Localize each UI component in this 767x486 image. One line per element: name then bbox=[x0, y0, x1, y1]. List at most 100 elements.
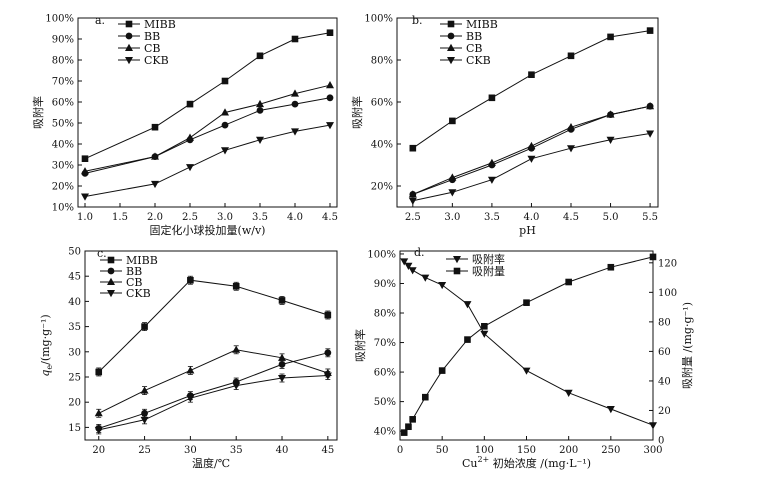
legend-label: MIBB bbox=[126, 254, 158, 267]
data-point bbox=[221, 108, 229, 116]
legend-label: BB bbox=[144, 30, 160, 43]
series-line bbox=[98, 279, 328, 373]
x-tick-label: 1.0 bbox=[77, 212, 93, 223]
series-MIBB bbox=[409, 27, 654, 152]
x-tick-label: 3.5 bbox=[252, 212, 268, 223]
panel-label: a. bbox=[95, 14, 105, 27]
x-tick-label: 200 bbox=[559, 445, 578, 456]
data-point bbox=[221, 147, 229, 155]
y-tick-label: 80% bbox=[371, 56, 393, 67]
data-point bbox=[256, 52, 264, 60]
data-point bbox=[326, 81, 334, 89]
data-point bbox=[481, 323, 488, 330]
x-tick-label: 4.0 bbox=[524, 212, 540, 223]
series-MIBB bbox=[95, 275, 332, 377]
y-tick-label: 60% bbox=[371, 98, 393, 109]
x-tick-label: 2.0 bbox=[147, 212, 163, 223]
data-point bbox=[186, 366, 195, 374]
x-tick-label: 45 bbox=[321, 445, 334, 456]
legend-label: BB bbox=[126, 265, 142, 278]
y-tick-label: 20 bbox=[68, 398, 81, 409]
x-tick-label: 300 bbox=[643, 445, 662, 456]
series-line bbox=[98, 349, 328, 414]
series-吸附量 bbox=[400, 253, 657, 436]
data-point bbox=[649, 253, 657, 261]
data-point bbox=[487, 176, 496, 184]
data-point bbox=[422, 393, 429, 401]
data-point bbox=[464, 336, 471, 343]
series-line bbox=[98, 352, 328, 429]
x-tick-label: 50 bbox=[436, 445, 449, 456]
data-point bbox=[278, 297, 286, 304]
x-tick-label: 150 bbox=[517, 445, 536, 456]
data-point bbox=[221, 121, 229, 129]
data-point bbox=[409, 144, 417, 152]
data-point bbox=[606, 110, 615, 118]
data-point bbox=[232, 345, 241, 353]
data-point bbox=[187, 276, 194, 284]
plot-frame bbox=[84, 250, 338, 441]
data-point bbox=[448, 189, 457, 197]
data-point bbox=[323, 372, 332, 380]
y-axis-label: 吸附率 bbox=[353, 329, 367, 362]
data-point bbox=[400, 258, 409, 266]
series-CB bbox=[81, 81, 334, 175]
data-point bbox=[151, 180, 159, 189]
y-tick-label: 70% bbox=[52, 77, 74, 88]
plot-frame bbox=[396, 17, 659, 208]
data-point bbox=[649, 422, 657, 430]
legend-label: 吸附率 bbox=[472, 252, 505, 266]
chart-panel-1: 2.5 3.0 3.5 4.0 4.5 5.0 5.5 20% 40% 60% 80% 100% b. p… bbox=[350, 14, 659, 237]
data-point bbox=[607, 263, 615, 271]
y-tick-label: 20% bbox=[52, 182, 74, 193]
y-tick-label: 80% bbox=[374, 309, 396, 320]
series-CKB bbox=[94, 371, 332, 435]
data-point bbox=[408, 267, 417, 275]
data-point bbox=[151, 152, 159, 160]
data-point bbox=[151, 123, 159, 131]
series-吸附率 bbox=[400, 258, 657, 430]
y2-tick-label: 20 bbox=[658, 406, 671, 417]
data-point bbox=[278, 375, 287, 383]
data-point bbox=[141, 409, 148, 417]
x-tick-label: 2.5 bbox=[405, 212, 421, 223]
y-tick-label: 10% bbox=[52, 203, 74, 214]
data-point bbox=[324, 349, 332, 357]
x-tick-label: 3.0 bbox=[444, 212, 460, 223]
x-axis-label-main: Cu bbox=[462, 457, 478, 470]
data-point bbox=[94, 409, 103, 417]
series-CKB bbox=[408, 130, 655, 205]
series-line bbox=[98, 375, 328, 431]
y-axis-label-sub: e bbox=[45, 365, 54, 370]
legend-marker bbox=[107, 290, 115, 298]
plot-frame bbox=[399, 250, 654, 441]
legend-label: MIBB bbox=[466, 18, 498, 31]
legend-marker bbox=[447, 43, 455, 51]
data-point bbox=[291, 100, 299, 108]
data-point bbox=[646, 27, 654, 34]
data-point bbox=[278, 353, 287, 361]
chart-panel-2: 20 25 30 35 40 45 15 20 25 30 35 40 45 50 c. 温度/℃ qe/(mg… bbox=[39, 247, 338, 470]
data-point bbox=[326, 122, 334, 130]
data-point bbox=[81, 155, 89, 162]
legend-label: CKB bbox=[144, 54, 169, 67]
x-tick-label: 3.0 bbox=[217, 212, 233, 223]
data-point bbox=[528, 71, 535, 78]
legend-label: MIBB bbox=[144, 18, 176, 31]
y-tick-label: 20% bbox=[371, 182, 393, 193]
data-point bbox=[408, 197, 417, 205]
legend-label: CKB bbox=[126, 287, 151, 300]
data-point bbox=[326, 94, 334, 102]
data-point bbox=[81, 193, 89, 201]
series-CB bbox=[94, 345, 332, 418]
y-tick-label: 80% bbox=[52, 56, 74, 67]
y2-tick-label: 40 bbox=[658, 376, 671, 387]
legend-marker bbox=[447, 20, 455, 28]
legend-marker bbox=[125, 57, 133, 65]
data-point bbox=[567, 123, 575, 131]
data-point bbox=[186, 133, 194, 141]
legend-label: CB bbox=[126, 276, 143, 289]
y-tick-label: 50% bbox=[374, 397, 396, 408]
data-point bbox=[324, 311, 332, 319]
data-point bbox=[480, 330, 489, 338]
